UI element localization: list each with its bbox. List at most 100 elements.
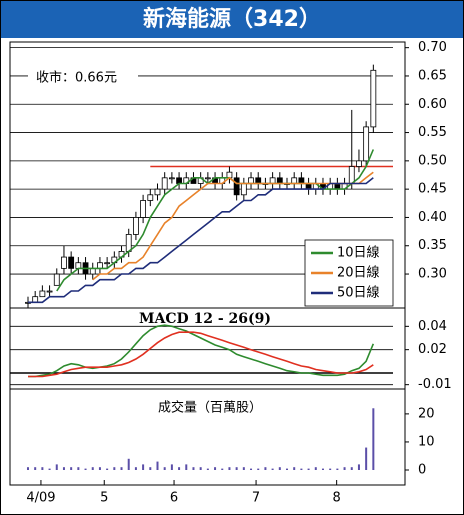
bar [113, 467, 116, 470]
bar [34, 467, 37, 470]
y-tick-label: 0.02 [418, 342, 447, 357]
bar [91, 467, 94, 470]
y-tick-label: 20 [418, 406, 435, 421]
candle-body [161, 177, 168, 190]
candle-body [176, 177, 182, 184]
bar [127, 458, 130, 470]
legend-label: 10日線 [337, 245, 380, 261]
bar [278, 467, 281, 470]
x-tick-label: 5 [100, 491, 108, 506]
annotation-bg [28, 69, 138, 87]
candle-body [255, 177, 262, 184]
y-tick-label: 0.35 [418, 238, 447, 253]
bar [242, 467, 245, 470]
candle-body [125, 234, 132, 252]
line-series [28, 177, 374, 304]
candle-body [298, 177, 305, 184]
candle-body [363, 126, 370, 162]
candle-body [269, 177, 276, 184]
candle-body [370, 69, 377, 128]
candle-body [68, 256, 75, 269]
line-series [28, 331, 374, 378]
candle-body [204, 177, 211, 180]
bar [336, 468, 339, 470]
y-tick-label: 0.04 [418, 319, 447, 334]
bar [185, 464, 188, 470]
bar [84, 468, 87, 470]
candle-body [133, 217, 139, 235]
annotation: 收市：0.66元 [36, 70, 117, 86]
bar [106, 468, 109, 470]
bar [314, 467, 317, 470]
bar [357, 464, 360, 470]
candle-body [46, 290, 53, 293]
line-series [56, 149, 375, 292]
chart-title: 新海能源（342） [143, 6, 321, 32]
x-tick-label: 7 [252, 491, 260, 506]
title-bar [1, 1, 463, 38]
y-tick-label: 0.30 [418, 267, 447, 282]
candle-body [233, 177, 240, 196]
bar [170, 464, 173, 470]
y-tick-label: 0.50 [418, 153, 447, 168]
candle-body [356, 160, 362, 167]
bar [235, 467, 238, 470]
panel-title: 成交量（百萬股） [158, 400, 262, 416]
panel-title: MACD 12 - 26(9) [139, 311, 271, 327]
bar [329, 468, 332, 470]
y-tick-label: 0 [418, 463, 426, 478]
bar [250, 468, 253, 470]
bar [156, 461, 159, 470]
line-series [92, 171, 374, 281]
bar [293, 467, 296, 470]
candle-body [97, 262, 103, 269]
bar [77, 467, 80, 470]
candle-body [75, 262, 82, 269]
y-tick-label: 0.40 [418, 210, 447, 225]
bar [300, 468, 303, 470]
legend-label: 50日線 [337, 285, 380, 301]
bar [55, 464, 58, 470]
candle-body [89, 267, 96, 275]
bar [221, 468, 224, 470]
bar [343, 467, 346, 470]
bar [228, 467, 231, 470]
bar [350, 467, 353, 470]
bar [321, 468, 324, 470]
bar [48, 468, 51, 470]
bar [286, 468, 289, 470]
y-tick-label: 0.65 [418, 68, 447, 83]
candle-body [276, 177, 283, 184]
bar [70, 467, 73, 470]
bar [214, 467, 217, 470]
bar [192, 467, 195, 470]
candle-body [154, 188, 161, 196]
bar [365, 447, 368, 470]
bar [134, 467, 137, 470]
bar [206, 468, 209, 470]
y-tick-label: 10 [418, 434, 435, 449]
candle-body [168, 177, 175, 180]
bar [163, 467, 166, 470]
bar [41, 467, 44, 470]
candle-body [104, 262, 111, 265]
candle-body [348, 166, 355, 184]
candle-body [140, 200, 147, 218]
bar [98, 467, 101, 470]
y-tick-label: 0.45 [418, 182, 447, 197]
x-tick-label: 4/09 [26, 491, 55, 506]
y-tick-label: 0.70 [418, 40, 447, 55]
bar [26, 467, 29, 470]
bar [307, 468, 310, 470]
bar [120, 467, 123, 470]
bar [62, 467, 65, 470]
candle-body [32, 296, 39, 303]
bar [149, 467, 152, 470]
bar [271, 468, 274, 470]
x-tick-label: 6 [170, 491, 178, 506]
legend-label: 20日線 [337, 265, 380, 281]
y-tick-label: -0.01 [418, 377, 452, 392]
x-tick-label: 8 [333, 491, 341, 506]
